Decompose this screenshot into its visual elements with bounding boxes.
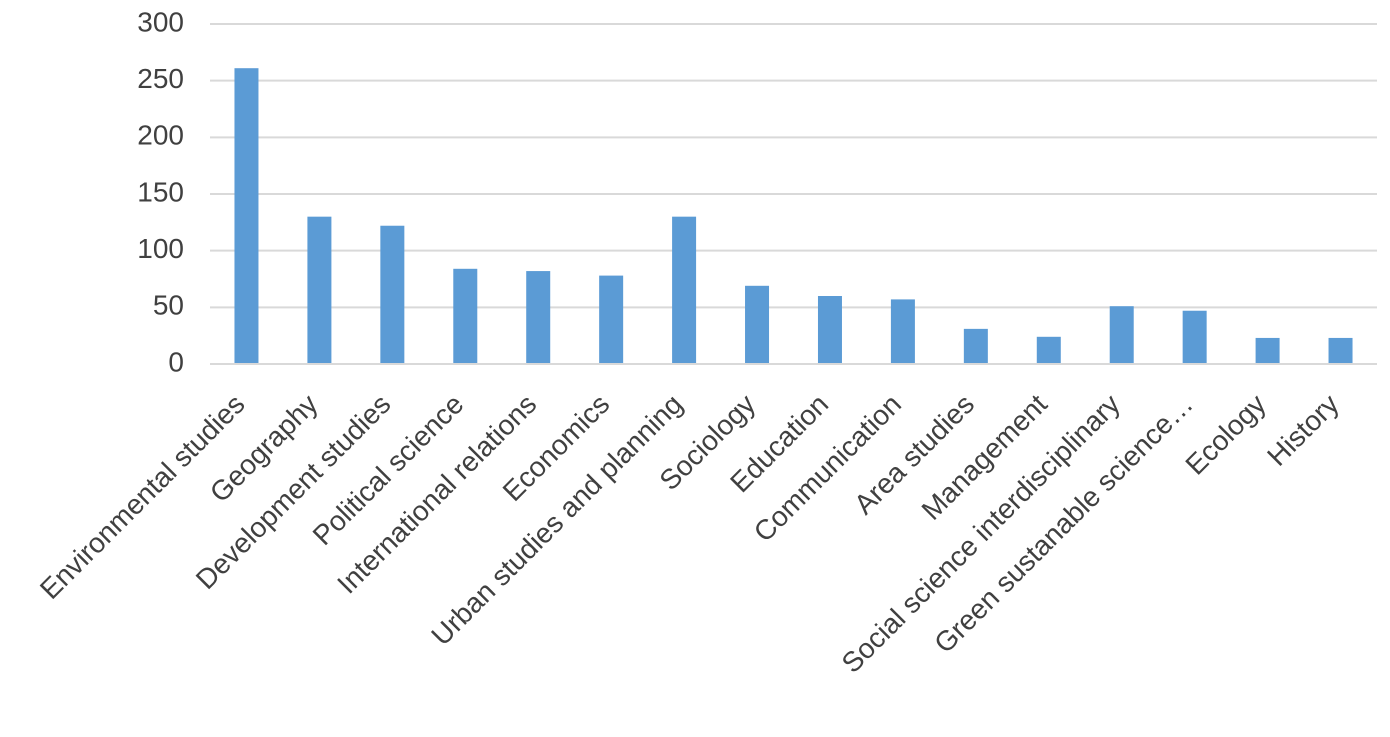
bar <box>890 299 915 364</box>
bar <box>234 68 259 364</box>
x-tick-label: Management <box>916 388 1054 526</box>
bar <box>672 216 697 364</box>
grid-lines <box>210 23 1377 309</box>
x-tick-label: Ecology <box>1179 388 1271 480</box>
bar <box>307 216 332 364</box>
bar <box>526 271 551 364</box>
bar <box>817 296 842 364</box>
bar <box>1036 336 1061 364</box>
bar <box>380 225 405 364</box>
y-tick-label: 200 <box>137 120 184 151</box>
y-tick-label: 50 <box>153 290 184 321</box>
bar <box>1182 310 1207 364</box>
x-tick-label: History <box>1261 388 1345 472</box>
y-axis-ticks: 0 50 100 150 200 250 300 <box>137 6 184 377</box>
bar <box>1109 306 1134 364</box>
y-tick-label: 150 <box>137 176 184 207</box>
bar <box>1328 337 1353 364</box>
y-tick-label: 300 <box>137 6 184 37</box>
bar <box>453 268 478 364</box>
bar <box>1255 337 1280 364</box>
y-tick-label: 100 <box>137 233 184 264</box>
bars <box>234 68 1353 364</box>
x-axis-ticks: Environmental studiesGeographyDevelopmen… <box>34 388 1345 679</box>
bar <box>599 275 624 364</box>
bar <box>745 285 770 364</box>
y-tick-label: 0 <box>168 346 184 377</box>
y-tick-label: 250 <box>137 63 184 94</box>
bar <box>963 328 988 364</box>
